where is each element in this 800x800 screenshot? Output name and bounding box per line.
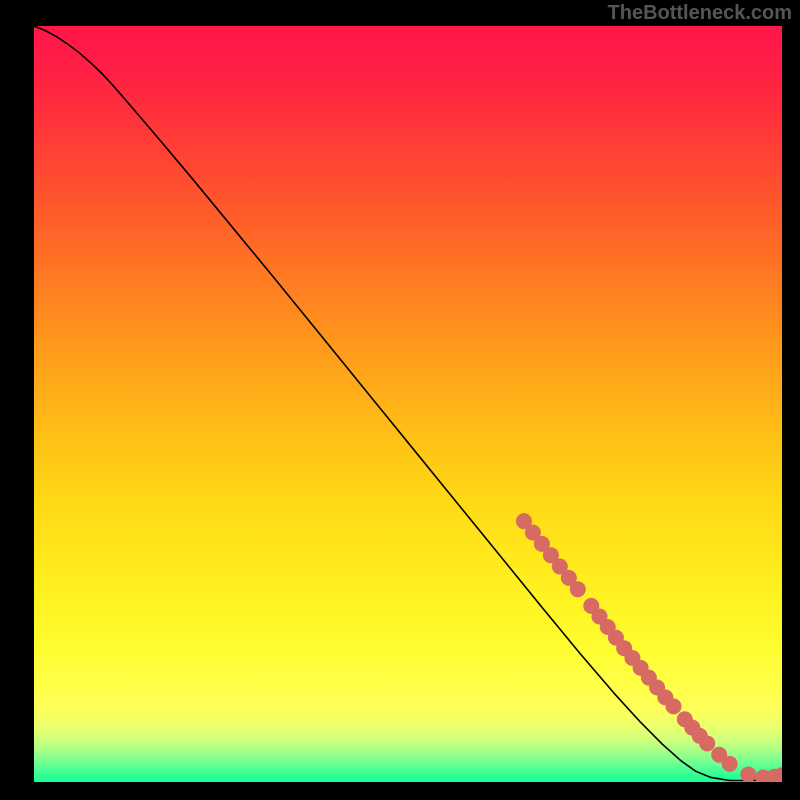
gradient-background xyxy=(34,26,782,782)
chart-frame: TheBottleneck.com xyxy=(0,0,800,800)
data-marker xyxy=(699,735,715,751)
plot-area xyxy=(34,26,782,782)
watermark-text: TheBottleneck.com xyxy=(608,2,792,25)
chart-svg xyxy=(34,26,782,782)
data-marker xyxy=(722,756,738,772)
data-marker xyxy=(570,581,586,597)
data-marker xyxy=(666,698,682,714)
data-marker xyxy=(740,766,756,782)
